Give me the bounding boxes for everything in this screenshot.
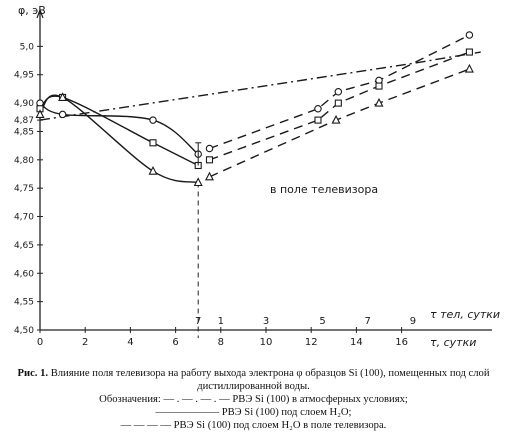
y-tick-label: 4,70 <box>14 213 34 223</box>
data-point-triangle <box>148 165 158 175</box>
axes <box>36 8 492 338</box>
series-markers <box>35 31 474 187</box>
x-tick-label: 10 <box>260 337 273 348</box>
y-tick-label: 4,87 <box>14 116 34 126</box>
x-top-tick-label: 7 <box>195 316 201 327</box>
data-point-circle <box>58 110 67 119</box>
legend-item-text: РВЭ Si (100) под слоем H₂O в поле телеви… <box>173 420 387 431</box>
y-tick-label: 5,0 <box>20 42 35 52</box>
data-point-triangle <box>204 171 215 181</box>
x-tick-label: 16 <box>395 337 408 348</box>
data-point-square <box>149 139 157 147</box>
data-point-circle <box>334 87 343 96</box>
y-tick-label: 4,80 <box>14 156 34 166</box>
chart-plot: 4,50 4,55 4,60 4,65 4,70 4,75 4,80 4,854,87 4,90… <box>14 4 500 349</box>
x-tick-label: 0 <box>37 337 43 348</box>
x-tick-label: 4 <box>127 337 133 348</box>
x-top-axis-label: τ тел, сутки <box>430 308 500 321</box>
x-top-tick-label: 5 <box>319 316 325 327</box>
data-point-triangle <box>374 97 384 107</box>
y-tick-label: 4,50 <box>14 326 34 336</box>
x-top-tick-label: 3 <box>263 316 269 327</box>
x-bottom-axis-label: τ, сутки <box>430 336 476 349</box>
data-point-circle <box>465 31 474 39</box>
data-point-circle <box>205 144 214 153</box>
x-tick-label: 14 <box>350 337 363 348</box>
data-point-triangle <box>35 109 45 118</box>
x-top-tick-label: 7 <box>365 316 371 327</box>
data-point-square <box>314 116 322 124</box>
data-point-square <box>375 82 383 90</box>
data-point-triangle <box>193 177 203 187</box>
y-tick-label: 4,75 <box>14 184 34 194</box>
x-tick-label: 8 <box>218 337 224 348</box>
data-point-square <box>465 48 473 56</box>
y-tick-label: 4,95 <box>14 71 34 81</box>
legend-item-symbol: — — — — <box>120 420 171 431</box>
data-point-triangle <box>464 63 474 73</box>
annotation-label: в поле телевизора <box>270 183 378 196</box>
caption-text: Влияние поля телевизора на работу выхода… <box>50 368 490 392</box>
legend-item-symbol: — . — . — . — <box>163 394 230 405</box>
data-point-triangle <box>58 92 68 101</box>
y-tick-label: 4,85 <box>14 127 34 137</box>
y-tick-label: 4,65 <box>14 241 34 251</box>
series-lines <box>39 34 481 184</box>
data-point-square <box>334 99 342 107</box>
x-tick-label: 2 <box>82 337 88 348</box>
caption-prefix: Рис. 1. <box>17 368 49 379</box>
series-line-dashed <box>209 68 470 178</box>
data-point-square <box>205 156 214 164</box>
figure-caption: Рис. 1. Влияние поля телевизора на работ… <box>8 367 499 432</box>
y-tick-label: 4,60 <box>14 269 34 279</box>
x-tick-label: 6 <box>172 337 178 348</box>
data-point-triangle <box>331 114 341 124</box>
legend-item-text: РВЭ Si (100) под слоем H₂O; <box>221 407 352 418</box>
series-line-dashdot <box>39 51 481 121</box>
series-line-solid <box>39 102 199 155</box>
data-point-circle <box>149 116 157 124</box>
tick-labels: 4,50 4,55 4,60 4,65 4,70 4,75 4,80 4,854,87 4,90… <box>14 4 500 349</box>
data-point-circle <box>314 105 322 113</box>
x-tick-label: 12 <box>305 337 318 348</box>
x-top-tick-label: 9 <box>410 316 416 327</box>
y-axis-arrow <box>36 8 44 19</box>
x-top-tick-label: 1 <box>218 316 224 327</box>
legend-item-symbol: —————— <box>155 407 220 418</box>
legend-item-text: РВЭ Si (100) в атмосферных условиях; <box>232 394 408 405</box>
y-tick-label: 4,55 <box>14 298 34 308</box>
y-axis-label: φ, эВ <box>18 4 46 17</box>
series-line-solid <box>39 94 199 184</box>
legend-title: Обозначения: <box>99 394 161 405</box>
y-tick-label: 4,90 <box>14 99 34 109</box>
